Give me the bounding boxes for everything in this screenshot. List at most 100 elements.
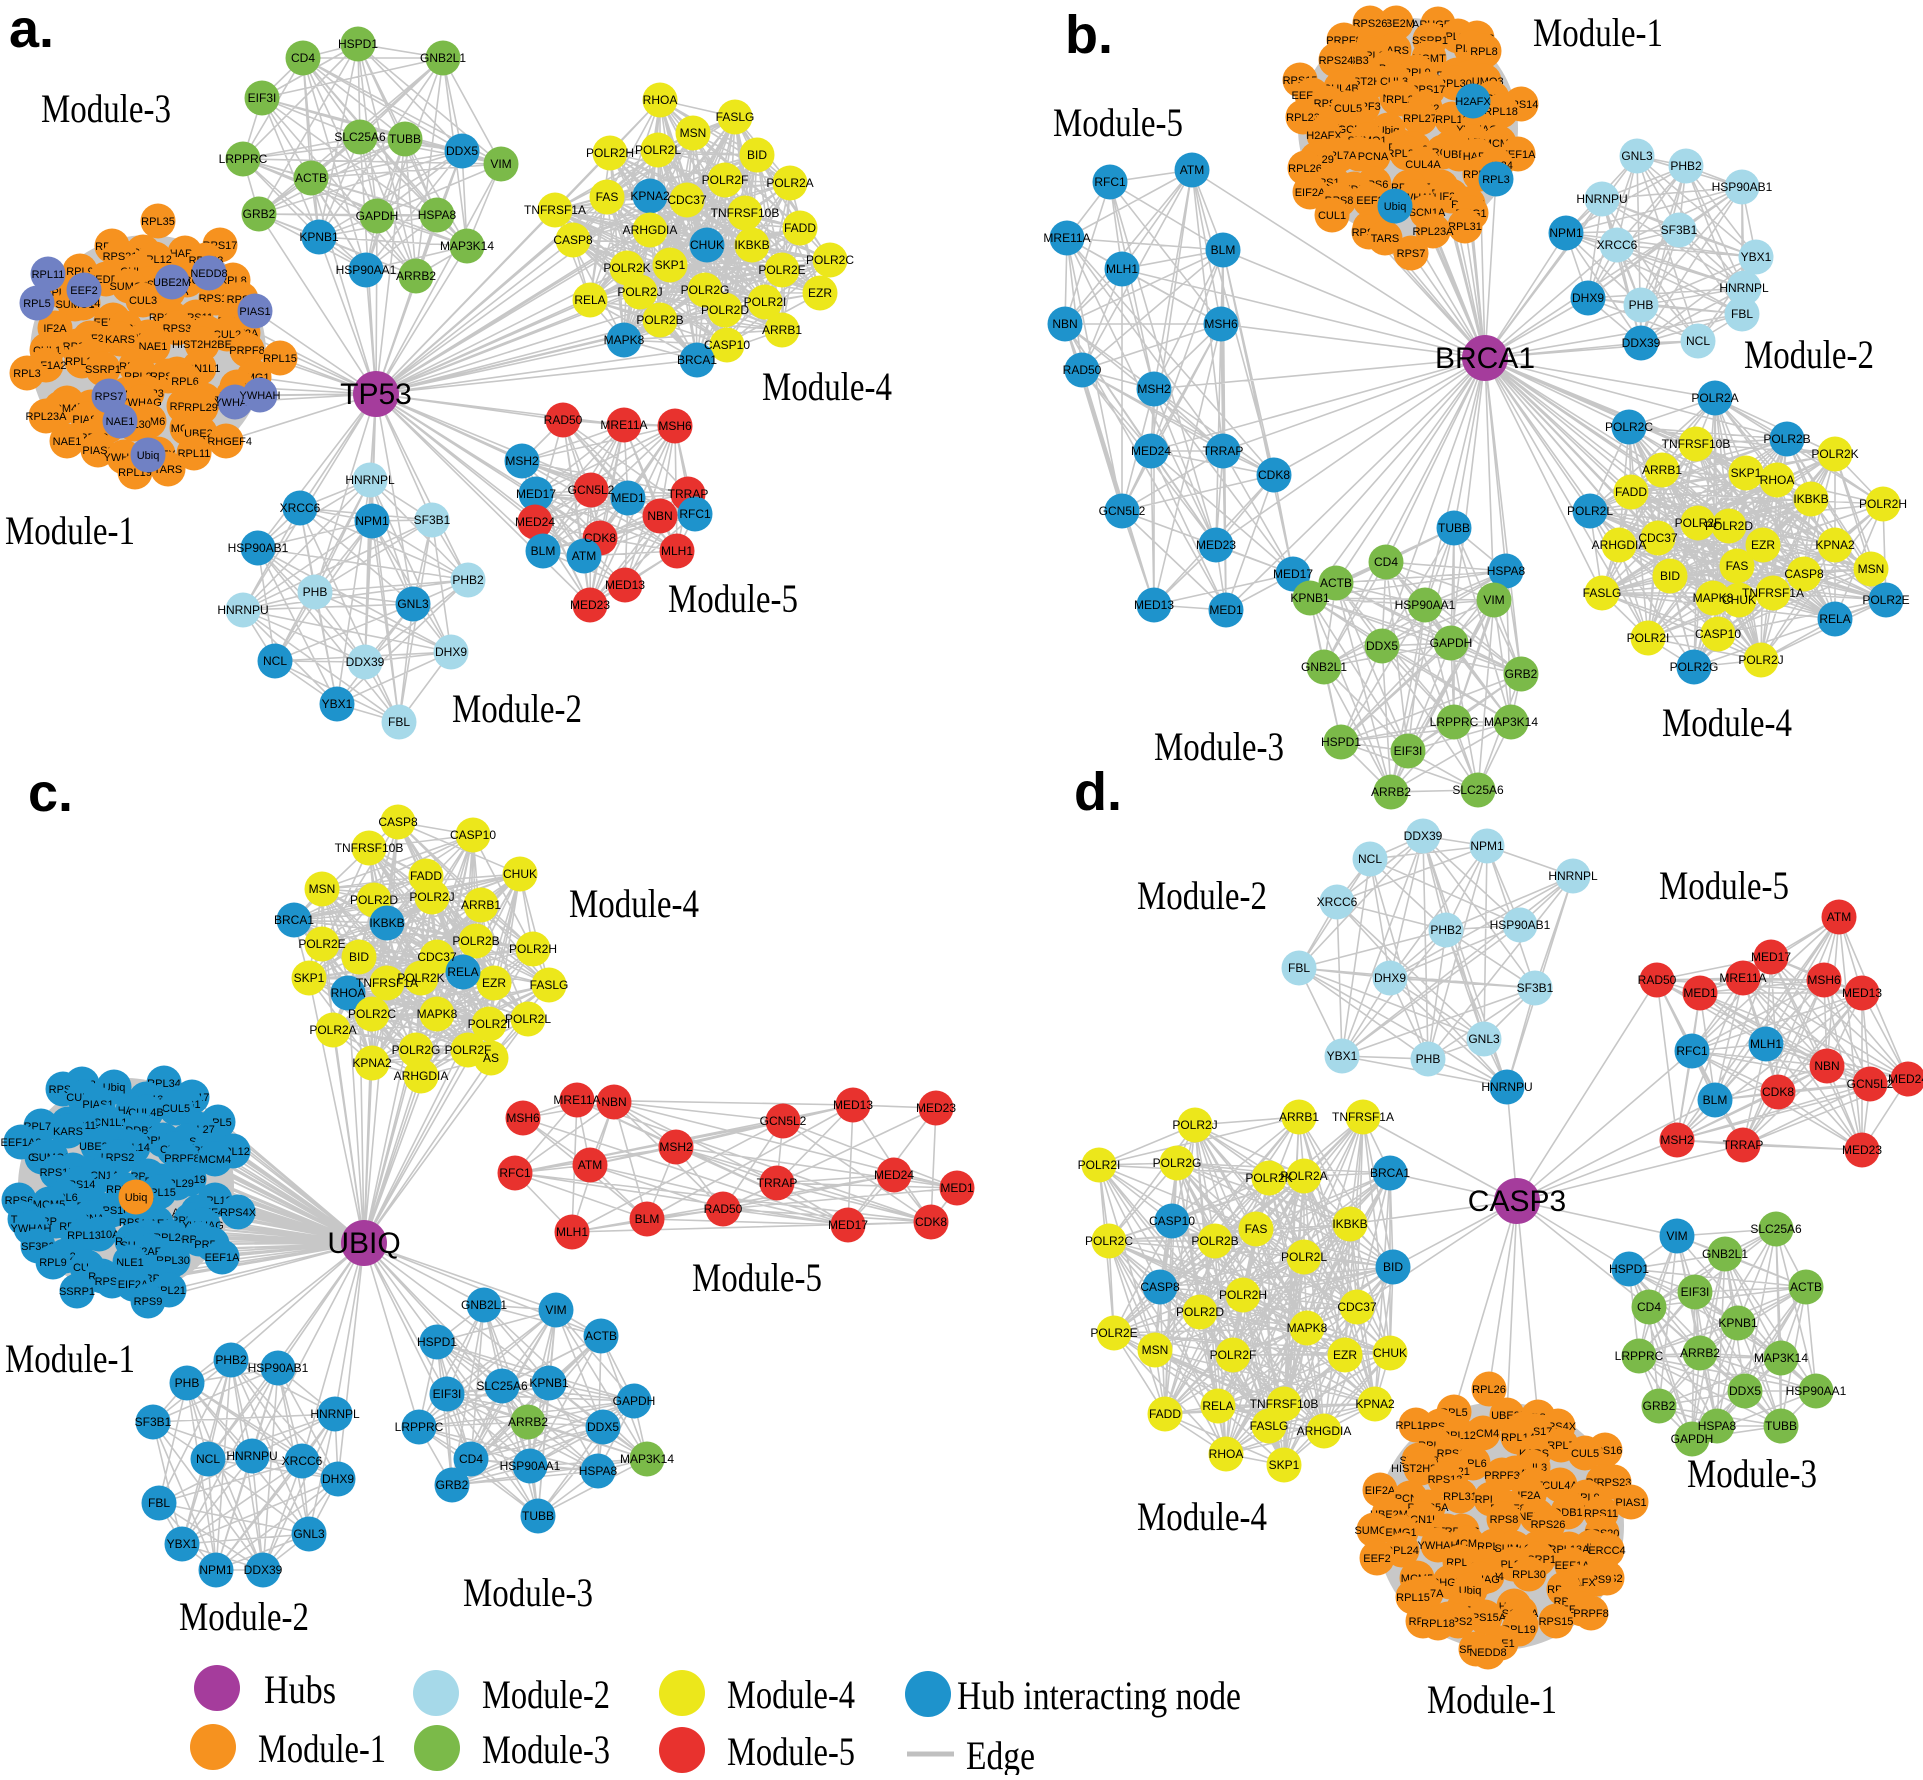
svg-text:ACTB: ACTB bbox=[1320, 576, 1352, 590]
svg-text:GAPDH: GAPDH bbox=[1671, 1432, 1714, 1446]
svg-text:RAD50: RAD50 bbox=[1638, 973, 1677, 987]
svg-text:POLR2A: POLR2A bbox=[1280, 1169, 1327, 1183]
svg-text:d.: d. bbox=[1074, 762, 1122, 822]
svg-text:PHB2: PHB2 bbox=[452, 573, 484, 587]
svg-text:DDX5: DDX5 bbox=[446, 144, 478, 158]
svg-text:CHUK: CHUK bbox=[1373, 1346, 1407, 1360]
svg-text:GNB2L1: GNB2L1 bbox=[1301, 660, 1347, 674]
svg-text:YBX1: YBX1 bbox=[322, 697, 353, 711]
svg-text:YWHAH: YWHAH bbox=[240, 390, 281, 402]
svg-text:EIF3I: EIF3I bbox=[1394, 744, 1423, 758]
svg-text:CASP8: CASP8 bbox=[378, 815, 418, 829]
svg-text:TUBB: TUBB bbox=[389, 132, 421, 146]
svg-text:CD4: CD4 bbox=[1637, 1300, 1661, 1314]
svg-text:Module-5: Module-5 bbox=[727, 1729, 855, 1774]
svg-text:EIF3I: EIF3I bbox=[248, 91, 277, 105]
svg-text:PRPF8: PRPF8 bbox=[1573, 1608, 1608, 1620]
svg-text:FASLG: FASLG bbox=[1583, 586, 1622, 600]
svg-text:KPNA2: KPNA2 bbox=[1355, 1397, 1395, 1411]
svg-text:Module-4: Module-4 bbox=[569, 881, 699, 926]
svg-text:MED1: MED1 bbox=[940, 1181, 974, 1195]
svg-text:TP53: TP53 bbox=[340, 378, 412, 411]
svg-text:RPL27: RPL27 bbox=[1403, 113, 1437, 125]
svg-text:BRCA1: BRCA1 bbox=[677, 353, 717, 367]
svg-text:FBL: FBL bbox=[1288, 961, 1310, 975]
svg-text:ATM: ATM bbox=[1827, 910, 1851, 924]
svg-text:NPM1: NPM1 bbox=[199, 1563, 233, 1577]
svg-text:TNFRSF1A: TNFRSF1A bbox=[524, 203, 586, 217]
svg-text:KPNA2: KPNA2 bbox=[630, 189, 670, 203]
svg-text:PHB: PHB bbox=[303, 585, 328, 599]
svg-text:LRPPRC: LRPPRC bbox=[395, 1420, 444, 1434]
svg-text:TRRAP: TRRAP bbox=[757, 1176, 798, 1190]
svg-text:ACTB: ACTB bbox=[585, 1329, 617, 1343]
svg-text:CASP8: CASP8 bbox=[1784, 567, 1824, 581]
svg-text:DDX39: DDX39 bbox=[1622, 336, 1661, 350]
svg-text:DDX39: DDX39 bbox=[1404, 829, 1443, 843]
svg-text:ERCC4: ERCC4 bbox=[1588, 1545, 1625, 1557]
svg-text:FAS: FAS bbox=[1245, 1222, 1268, 1236]
svg-text:CDK8: CDK8 bbox=[1762, 1085, 1794, 1099]
svg-text:FASLG: FASLG bbox=[1250, 1419, 1289, 1433]
svg-text:LRPPRC: LRPPRC bbox=[1430, 715, 1479, 729]
svg-text:GCN5L2: GCN5L2 bbox=[568, 483, 615, 497]
svg-text:Module-2: Module-2 bbox=[482, 1672, 610, 1717]
svg-text:HNRNPU: HNRNPU bbox=[1481, 1080, 1532, 1094]
svg-text:MSN: MSN bbox=[309, 882, 336, 896]
svg-text:POLR2C: POLR2C bbox=[1605, 420, 1653, 434]
svg-text:MLH1: MLH1 bbox=[1750, 1037, 1782, 1051]
svg-text:BRCA1: BRCA1 bbox=[274, 913, 314, 927]
svg-text:POLR2I: POLR2I bbox=[468, 1017, 511, 1031]
svg-text:ARHGDIA: ARHGDIA bbox=[623, 223, 678, 237]
svg-text:EEF2: EEF2 bbox=[1363, 1553, 1391, 1565]
svg-text:DDX5: DDX5 bbox=[1729, 1384, 1761, 1398]
svg-text:POLR2J: POLR2J bbox=[1172, 1118, 1217, 1132]
svg-text:DHX9: DHX9 bbox=[435, 645, 467, 659]
svg-text:EIF2A: EIF2A bbox=[1365, 1485, 1396, 1497]
svg-text:CUL4A: CUL4A bbox=[1405, 159, 1441, 171]
svg-text:HNRNPL: HNRNPL bbox=[310, 1407, 360, 1421]
svg-text:POLR2B: POLR2B bbox=[636, 313, 683, 327]
svg-text:BRCA1: BRCA1 bbox=[1370, 1166, 1410, 1180]
svg-text:HSPD1: HSPD1 bbox=[417, 1335, 457, 1349]
svg-text:ARRB1: ARRB1 bbox=[1279, 1110, 1319, 1124]
svg-text:GNL3: GNL3 bbox=[1621, 149, 1653, 163]
svg-text:POLR2D: POLR2D bbox=[1176, 1305, 1224, 1319]
svg-text:POLR2D: POLR2D bbox=[701, 303, 749, 317]
svg-text:Ubiq: Ubiq bbox=[125, 1192, 148, 1204]
svg-text:HSP90AB1: HSP90AB1 bbox=[228, 541, 289, 555]
svg-text:SSRP1: SSRP1 bbox=[59, 1286, 95, 1298]
svg-text:Module-1: Module-1 bbox=[5, 508, 135, 553]
svg-text:HNRNPL: HNRNPL bbox=[1719, 281, 1769, 295]
svg-text:LRPPRC: LRPPRC bbox=[219, 152, 268, 166]
svg-text:ARHGDIA: ARHGDIA bbox=[1297, 1424, 1352, 1438]
svg-text:HSPD1: HSPD1 bbox=[1609, 1262, 1649, 1276]
svg-text:Module-5: Module-5 bbox=[692, 1255, 822, 1300]
svg-text:TRRAP: TRRAP bbox=[1203, 444, 1244, 458]
svg-text:RPS9: RPS9 bbox=[134, 1296, 163, 1308]
svg-text:PIAS1: PIAS1 bbox=[1615, 1497, 1646, 1509]
svg-text:RPS15: RPS15 bbox=[1539, 1616, 1574, 1628]
svg-text:EEF1A: EEF1A bbox=[205, 1252, 241, 1264]
svg-text:Module-3: Module-3 bbox=[463, 1570, 593, 1615]
svg-text:EIF3I: EIF3I bbox=[1681, 1285, 1710, 1299]
svg-text:CUL3: CUL3 bbox=[129, 295, 157, 307]
svg-text:MLH1: MLH1 bbox=[661, 544, 693, 558]
svg-text:CASP8: CASP8 bbox=[1140, 1280, 1180, 1294]
svg-text:DDX5: DDX5 bbox=[587, 1420, 619, 1434]
svg-text:MSN: MSN bbox=[680, 126, 707, 140]
svg-text:RFC1: RFC1 bbox=[499, 1166, 531, 1180]
svg-text:EZR: EZR bbox=[1333, 1348, 1357, 1362]
svg-text:Module-2: Module-2 bbox=[1137, 873, 1267, 918]
svg-text:FASLG: FASLG bbox=[716, 110, 755, 124]
svg-text:XRCC6: XRCC6 bbox=[1597, 238, 1638, 252]
svg-text:POLR2I: POLR2I bbox=[744, 295, 787, 309]
svg-text:NBN: NBN bbox=[1814, 1059, 1839, 1073]
svg-text:RPS8: RPS8 bbox=[1490, 1514, 1519, 1526]
svg-text:BRCA1: BRCA1 bbox=[1435, 342, 1535, 375]
svg-text:NAE1: NAE1 bbox=[106, 416, 135, 428]
svg-text:DHX9: DHX9 bbox=[1374, 971, 1406, 985]
svg-text:NPM1: NPM1 bbox=[1470, 839, 1504, 853]
svg-text:ATM: ATM bbox=[572, 549, 596, 563]
svg-text:MED23: MED23 bbox=[1196, 538, 1236, 552]
